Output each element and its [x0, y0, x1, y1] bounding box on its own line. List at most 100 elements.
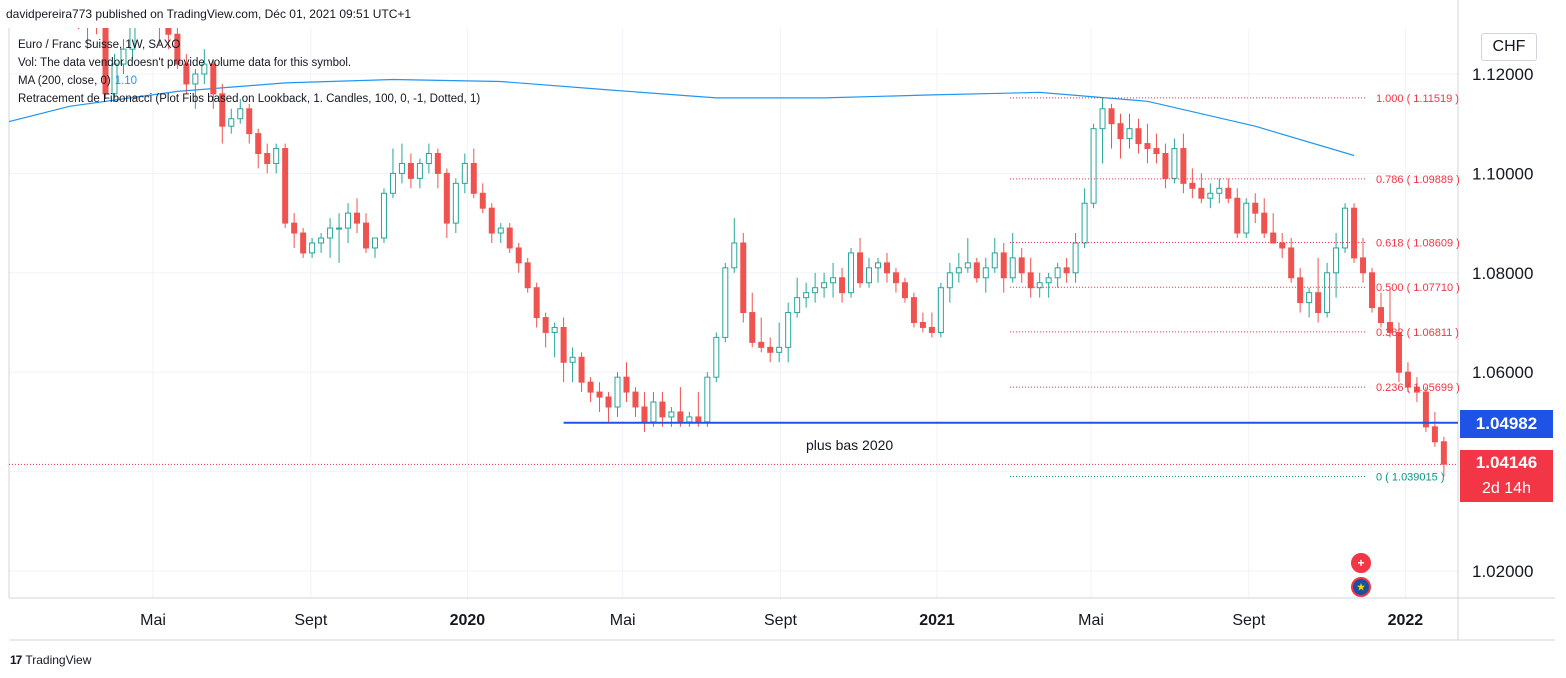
candle [434, 148, 441, 189]
swiss-flag-icon[interactable]: + [1351, 553, 1371, 573]
candle [874, 257, 881, 283]
candle [1351, 203, 1358, 263]
candle-body [821, 282, 828, 289]
candle-body [928, 326, 935, 333]
candle [632, 387, 639, 417]
candle [452, 178, 459, 234]
time-tick-label: Sept [1232, 612, 1265, 629]
candle-body [776, 346, 783, 353]
time-tick-label: Mai [1078, 612, 1104, 629]
candle-body [345, 212, 352, 229]
candle [1063, 257, 1070, 283]
candle-body [282, 148, 289, 224]
last-price-value: 1.04146 [1475, 453, 1538, 472]
fib-level-label: 0.236 ( 1.05699 ) [1376, 382, 1460, 394]
candle-body [1440, 441, 1447, 465]
candle-body [1351, 207, 1358, 259]
candle [111, 54, 118, 99]
candle [1360, 238, 1367, 283]
candle [1162, 143, 1169, 189]
candle [96, 28, 98, 35]
candle [1045, 272, 1052, 298]
candle-body [291, 222, 298, 234]
candle-body [434, 153, 441, 174]
candle-body [1162, 153, 1169, 179]
candle [389, 148, 396, 199]
candle-body [587, 381, 594, 393]
symbol-line[interactable]: Euro / Franc Suisse, 1W, SAXO [18, 39, 181, 51]
candle [183, 54, 190, 94]
candle-body [578, 356, 585, 383]
candle [282, 143, 289, 229]
candle [255, 128, 262, 169]
candle-body [363, 222, 370, 249]
currency-badge[interactable]: CHF [1481, 33, 1537, 61]
candle-body [659, 401, 666, 418]
candle [1422, 387, 1429, 432]
candle-body [1000, 252, 1007, 279]
candle [1431, 411, 1438, 447]
candle-body [713, 336, 720, 378]
candle-body [183, 63, 190, 85]
candle-body [946, 272, 953, 289]
tradingview-logo[interactable]: 17 TradingView [10, 653, 91, 667]
candle [1117, 113, 1124, 159]
candle [668, 406, 675, 427]
candle-body [1225, 187, 1232, 199]
candle-body [1009, 257, 1016, 279]
candle [713, 332, 720, 383]
candle [228, 108, 235, 134]
candle-body [1171, 148, 1178, 179]
candle-body [892, 272, 899, 284]
eu-flag-icon[interactable]: ★ [1351, 577, 1371, 597]
candle [569, 347, 576, 383]
candle [515, 242, 522, 273]
fib-levels: 1.000 ( 1.11519 ) 0.786 ( 1.09889 ) 0.618 … [1010, 93, 1460, 483]
candle [946, 262, 953, 303]
candle [677, 387, 684, 427]
candle [1009, 233, 1016, 283]
candle-body [354, 212, 361, 224]
candle [479, 183, 486, 214]
candle [497, 223, 504, 243]
fib-legend[interactable]: Retracement de Fibonacci (Plot Fibs base… [18, 93, 481, 105]
candle-body [1342, 207, 1349, 249]
candle [158, 28, 160, 45]
candle [524, 257, 531, 293]
time-tick-label: Sept [764, 612, 797, 629]
candle [1000, 242, 1007, 293]
candle [470, 148, 477, 199]
candle [695, 392, 702, 427]
candle-body [165, 28, 172, 35]
candle [192, 69, 199, 109]
candle-body [1243, 202, 1250, 234]
candle-body [1395, 331, 1402, 373]
candle [336, 213, 343, 263]
candle-body [1413, 386, 1420, 393]
candle [910, 292, 917, 328]
candle-body [1153, 148, 1160, 155]
candle [246, 103, 253, 144]
low-2020-annotation[interactable]: plus bas 2020 [806, 437, 894, 453]
candle-body [1135, 128, 1142, 145]
candle-body [1045, 277, 1052, 284]
candle-body [650, 401, 657, 423]
candle [1395, 322, 1402, 383]
candle [1027, 257, 1034, 298]
candle [1297, 267, 1304, 313]
bar-countdown: 2d 14h [1482, 480, 1531, 497]
candle [1261, 198, 1268, 239]
candle [767, 337, 774, 363]
candle [578, 352, 585, 393]
candle [955, 252, 962, 283]
candle-body [515, 247, 522, 264]
candle-body [470, 162, 477, 194]
price-axis-labels: 1.02000 1.06000 1.08000 1.10000 1.12000 [1472, 65, 1533, 581]
candle [345, 203, 352, 243]
ma-legend[interactable]: MA (200, close, 0) 1.10 [18, 72, 480, 90]
candle [371, 237, 378, 258]
candle-body [327, 227, 334, 239]
candle [937, 282, 944, 338]
candle-body [560, 326, 567, 363]
